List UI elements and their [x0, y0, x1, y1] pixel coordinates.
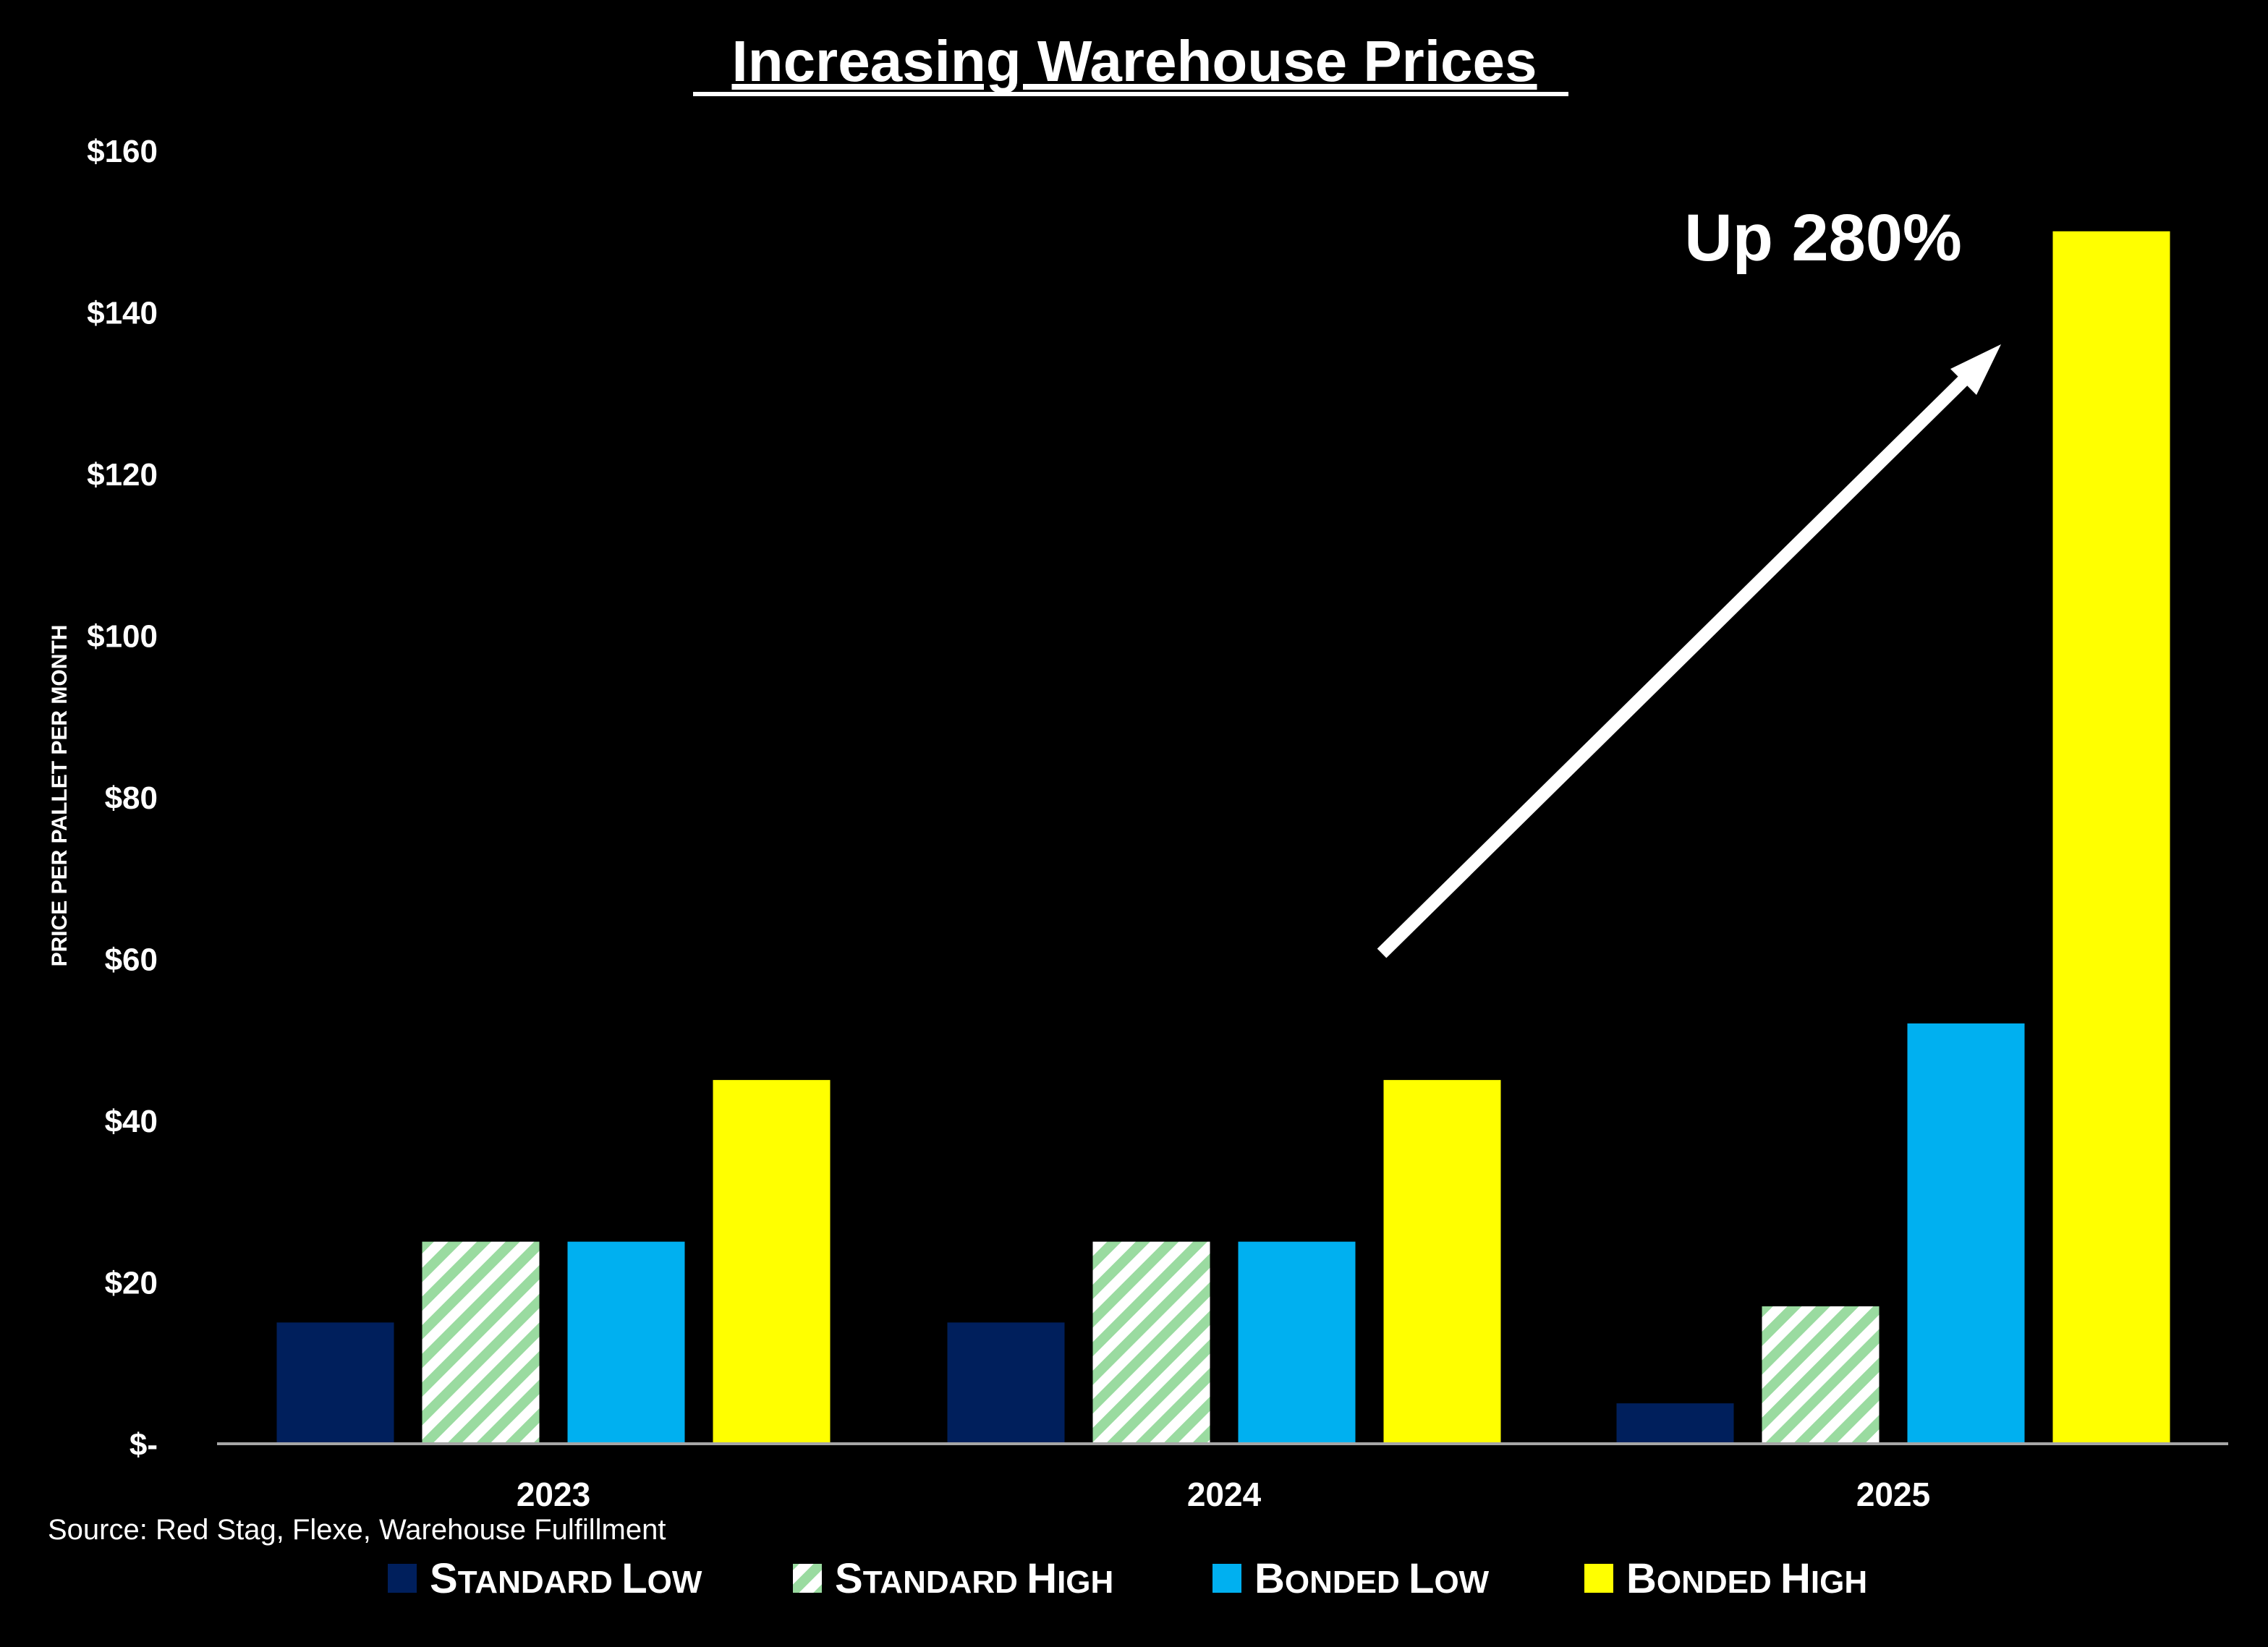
legend-label: STANDARD HIGH	[835, 1555, 1113, 1602]
legend-label-part: L	[1409, 1555, 1434, 1602]
chart-title: Increasing Warehouse Prices	[731, 29, 1537, 93]
legend-label: BONDED LOW	[1254, 1555, 1490, 1602]
trend-arrow-head	[1950, 344, 2001, 395]
bar-bonded-low-2024	[1238, 1241, 1356, 1444]
legend-label-part: H	[1780, 1555, 1811, 1602]
y-tick-label: $120	[87, 457, 158, 493]
y-axis-label: PRICE PER PALLET PER MONTH	[48, 625, 72, 967]
legend-swatch	[793, 1564, 822, 1593]
legend-label-part: L	[621, 1555, 647, 1602]
y-axis-ticks: $- $20 $40 $60 $80 $100 $120 $140 $160	[87, 134, 158, 1463]
bar-standard-high-2023	[422, 1241, 540, 1444]
legend-label-part: H	[1027, 1555, 1057, 1602]
legend-label-part: B	[1626, 1555, 1657, 1602]
bar-bonded-high-2023	[713, 1080, 831, 1444]
annotation: Up 280%	[1377, 201, 2001, 958]
bar-standard-low-2025	[1616, 1403, 1734, 1444]
legend-label-part: IGH	[1811, 1565, 1867, 1600]
bar-bonded-high-2025	[2052, 231, 2170, 1444]
x-tick-label: 2024	[1187, 1476, 1262, 1513]
legend-label-part: OW	[647, 1565, 702, 1600]
legend-label-part: TANDARD	[458, 1565, 622, 1600]
y-tick-label: $60	[105, 942, 158, 978]
bar-standard-high-2025	[1762, 1306, 1880, 1444]
legend-label-part: B	[1254, 1555, 1285, 1602]
legend-label: STANDARD LOW	[430, 1555, 702, 1602]
y-tick-label: $-	[129, 1427, 158, 1463]
bar-bonded-low-2025	[1907, 1023, 2025, 1444]
bar-bonded-high-2024	[1383, 1080, 1501, 1444]
y-tick-label: $140	[87, 296, 158, 331]
legend-label-part: ONDED	[1657, 1565, 1780, 1600]
y-tick-label: $40	[105, 1104, 158, 1139]
y-tick-label: $160	[87, 134, 158, 169]
bar-standard-high-2024	[1092, 1241, 1210, 1444]
source-note: Source: Red Stag, Flexe, Warehouse Fulfi…	[48, 1514, 666, 1546]
x-axis-ticks: 2023 2024 2025	[517, 1476, 1930, 1513]
y-tick-label: $20	[105, 1266, 158, 1301]
legend-label-part: ONDED	[1285, 1565, 1409, 1600]
bar-standard-low-2023	[276, 1322, 394, 1444]
x-tick-label: 2023	[517, 1476, 590, 1513]
y-tick-label: $80	[105, 780, 158, 816]
legend-swatch	[1584, 1564, 1613, 1593]
legend-label-part: S	[835, 1555, 863, 1602]
x-tick-label: 2025	[1856, 1476, 1930, 1513]
legend-label-part: OW	[1434, 1565, 1489, 1600]
bars	[276, 231, 2170, 1444]
legend-swatch	[1212, 1564, 1241, 1593]
legend-label-part: TANDARD	[863, 1565, 1027, 1600]
y-tick-label: $100	[87, 619, 158, 655]
annotation-label: Up 280%	[1684, 201, 1962, 275]
bar-bonded-low-2023	[567, 1241, 685, 1444]
legend-label: BONDED HIGH	[1626, 1555, 1867, 1602]
legend: STANDARD LOW STANDARD HIGH BONDED LOW BONDE…	[388, 1555, 1867, 1602]
legend-label-part: IGH	[1057, 1565, 1113, 1600]
bar-standard-low-2024	[947, 1322, 1065, 1444]
legend-label-part: S	[430, 1555, 458, 1602]
legend-swatch	[388, 1564, 417, 1593]
trend-arrow-shaft	[1377, 365, 1979, 958]
